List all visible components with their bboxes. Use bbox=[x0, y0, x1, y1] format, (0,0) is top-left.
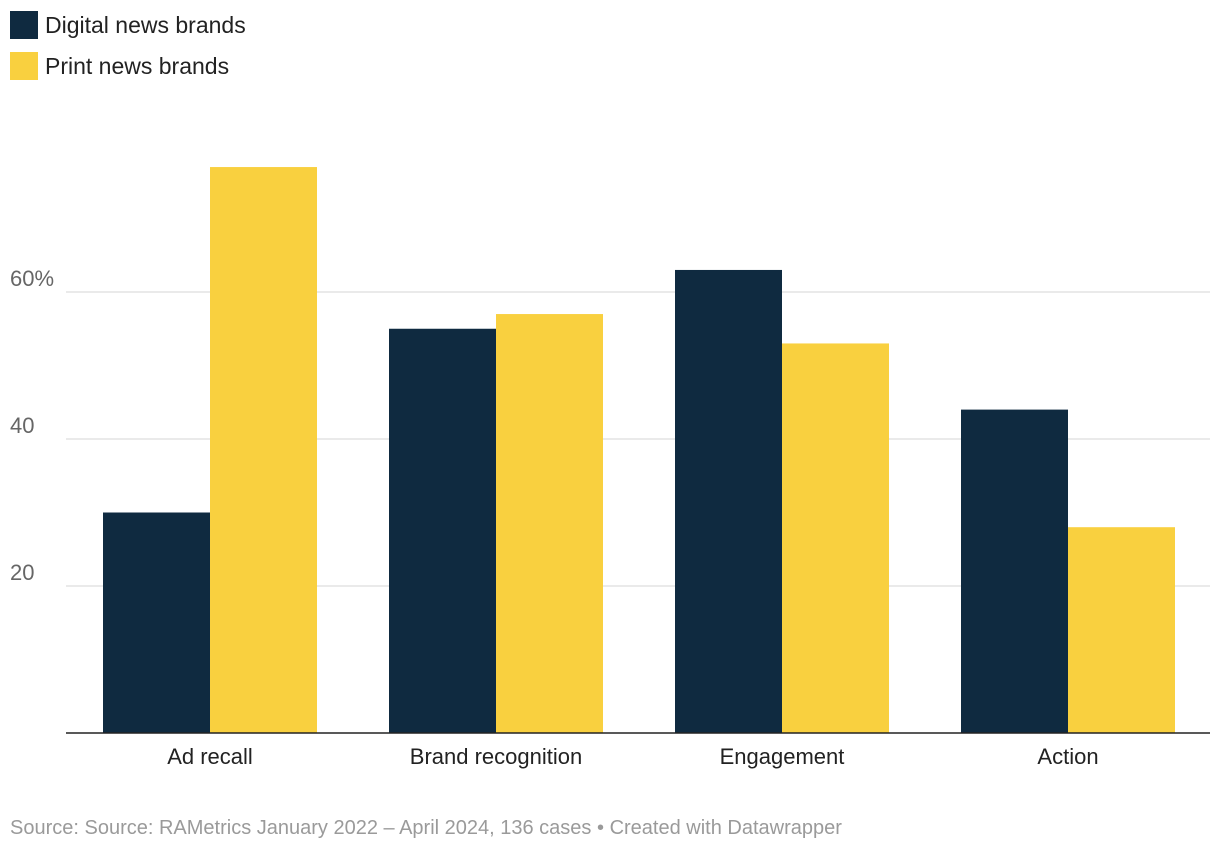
footer-separator: • bbox=[597, 817, 605, 839]
bar-digital-ad-recall bbox=[103, 512, 210, 733]
legend-label-digital: Digital news brands bbox=[45, 11, 246, 38]
x-category-label-action: Action bbox=[1037, 744, 1098, 769]
bar-digital-brand-recognition bbox=[389, 328, 496, 733]
bar-print-brand-recognition bbox=[496, 314, 603, 733]
bar-digital-engagement bbox=[675, 269, 782, 733]
y-tick-label-20: 20 bbox=[10, 560, 34, 585]
y-tick-label-60: 60% bbox=[10, 266, 54, 291]
source-text: Source: Source: RAMetrics January 2022 –… bbox=[10, 817, 592, 839]
legend-swatch-print bbox=[10, 52, 38, 80]
bar-print-ad-recall bbox=[210, 167, 317, 734]
bar-print-action bbox=[1068, 527, 1175, 733]
legend: Digital news brands Print news brands bbox=[10, 10, 246, 92]
y-tick-label-40: 40 bbox=[10, 413, 34, 438]
x-category-label-engagement: Engagement bbox=[720, 744, 845, 769]
bar-digital-action bbox=[961, 409, 1068, 733]
legend-item-print: Print news brands bbox=[10, 51, 246, 81]
legend-label-print: Print news brands bbox=[45, 52, 230, 79]
x-category-label-brand-recognition: Brand recognition bbox=[410, 744, 582, 769]
bar-print-engagement bbox=[782, 343, 889, 733]
footer: Source: Source: RAMetrics January 2022 –… bbox=[10, 817, 842, 840]
legend-item-digital: Digital news brands bbox=[10, 10, 246, 40]
credit-text: Created with Datawrapper bbox=[609, 817, 842, 839]
x-category-label-ad-recall: Ad recall bbox=[167, 744, 253, 769]
legend-swatch-digital bbox=[10, 11, 38, 39]
